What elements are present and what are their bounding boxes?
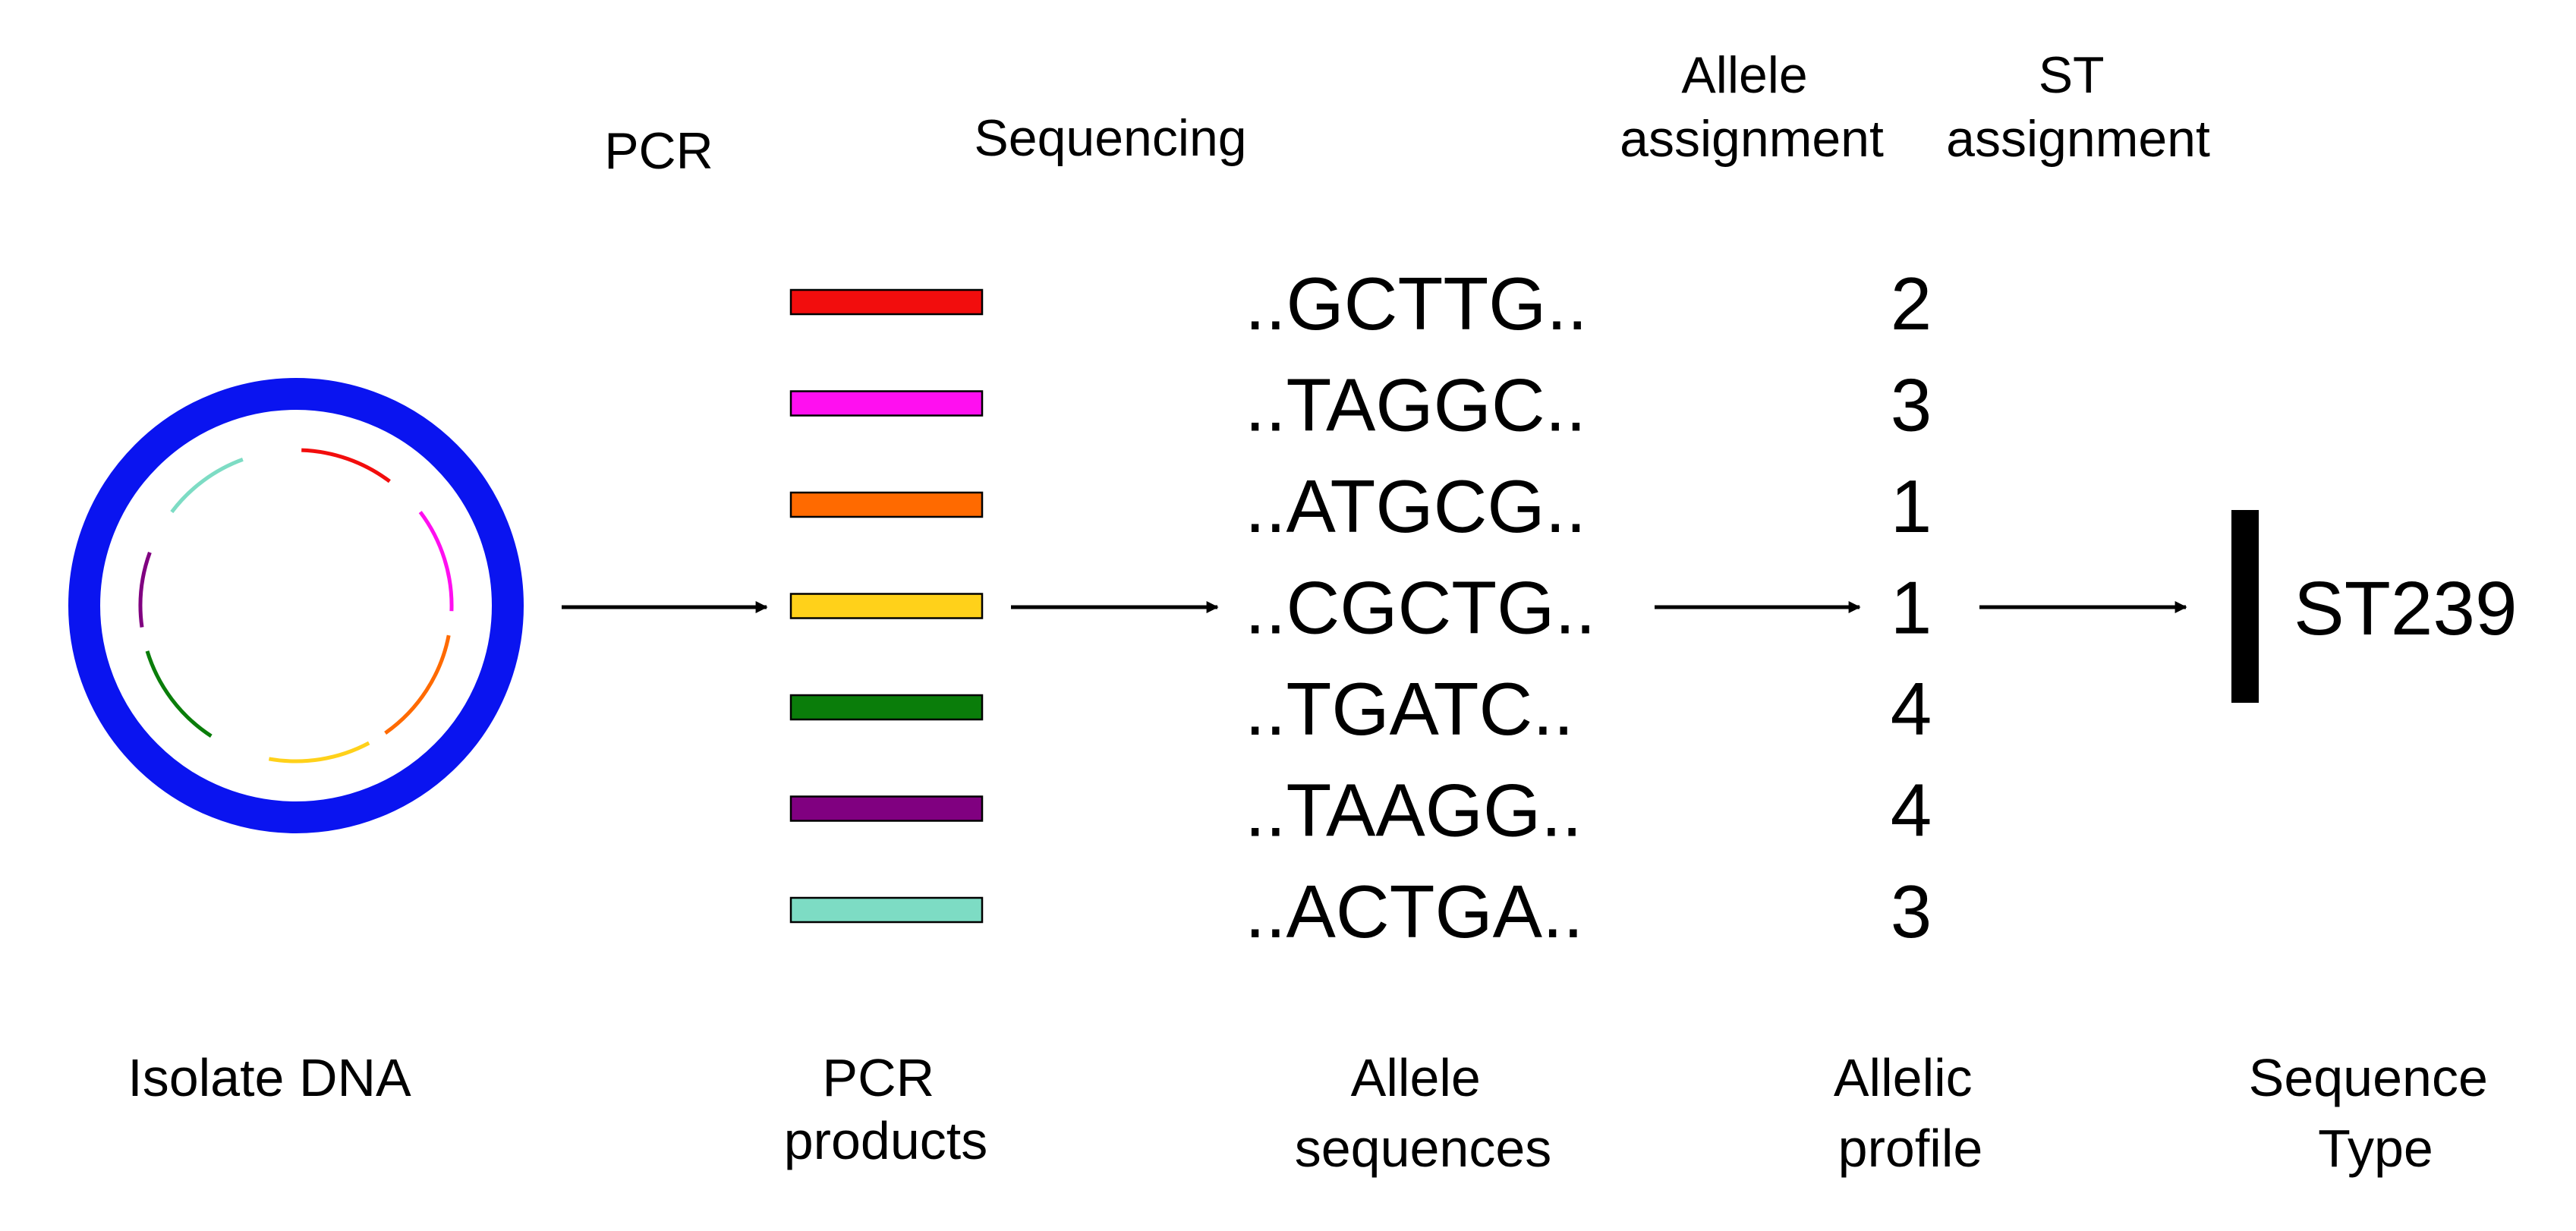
sequence-type-bar <box>2231 510 2259 703</box>
stage-label-sequence-type: Sequence Type <box>2249 1048 2503 1178</box>
allele-sequence-5: ..TGATC.. <box>1245 667 1574 751</box>
gene-arc-2 <box>418 511 454 612</box>
dna-ring <box>68 378 524 833</box>
stage-label-allele-sequences: Allele sequences <box>1295 1048 1552 1178</box>
stage-label-isolate-dna: Isolate DNA <box>128 1048 411 1107</box>
allele-sequence-4: ..CGCTG.. <box>1245 566 1596 650</box>
step-label-st-assignment: ST assignment <box>1946 46 2210 168</box>
pcr-product-bar-7 <box>789 896 984 924</box>
allele-number-3: 1 <box>1891 464 1932 548</box>
stage-label-pcr-products: PCR products <box>784 1048 987 1170</box>
pcr-product-bar-6 <box>789 795 984 822</box>
allelic-profile-list: 2 3 1 1 4 4 3 <box>1891 262 1932 953</box>
allele-sequence-7: ..ACTGA.. <box>1245 870 1584 953</box>
pcr-products-bars <box>789 288 984 924</box>
allele-number-2: 3 <box>1891 364 1932 447</box>
pcr-product-bar-4 <box>789 593 984 619</box>
gene-loci-arcs <box>138 448 454 763</box>
step-label-sequencing: Sequencing <box>974 109 1246 167</box>
allele-sequences-list: ..GCTTG.. ..TAGGC.. ..ATGCG.. ..CGCTG.. ..TG… <box>1245 262 1596 953</box>
stage-label-allelic-profile: Allelic profile <box>1834 1048 1987 1178</box>
allele-number-6: 4 <box>1891 769 1932 852</box>
isolate-dna-chromosome <box>68 378 524 833</box>
gene-arc-7 <box>170 458 244 514</box>
allele-number-7: 3 <box>1891 870 1932 953</box>
gene-arc-6 <box>138 552 152 628</box>
allele-number-4: 1 <box>1891 566 1932 650</box>
step-label-allele-assignment: Allele assignment <box>1620 46 1884 168</box>
allele-sequence-6: ..TAAGG.. <box>1245 769 1582 852</box>
allele-sequence-3: ..ATGCG.. <box>1245 464 1586 548</box>
allele-sequence-2: ..TAGGC.. <box>1245 364 1586 447</box>
pcr-product-bar-3 <box>789 491 984 518</box>
gene-arc-4 <box>268 741 370 763</box>
pcr-product-bar-1 <box>789 288 984 316</box>
gene-arc-1 <box>301 448 391 483</box>
gene-arc-3 <box>384 634 451 735</box>
gene-arc-5 <box>145 650 213 738</box>
sequence-type-value: ST239 <box>2294 566 2518 651</box>
allele-number-5: 4 <box>1891 667 1932 751</box>
pcr-product-bar-2 <box>789 390 984 417</box>
pcr-product-bar-5 <box>789 694 984 721</box>
allele-number-1: 2 <box>1891 262 1932 345</box>
allele-sequence-1: ..GCTTG.. <box>1245 262 1588 345</box>
step-label-pcr: PCR <box>604 122 713 180</box>
